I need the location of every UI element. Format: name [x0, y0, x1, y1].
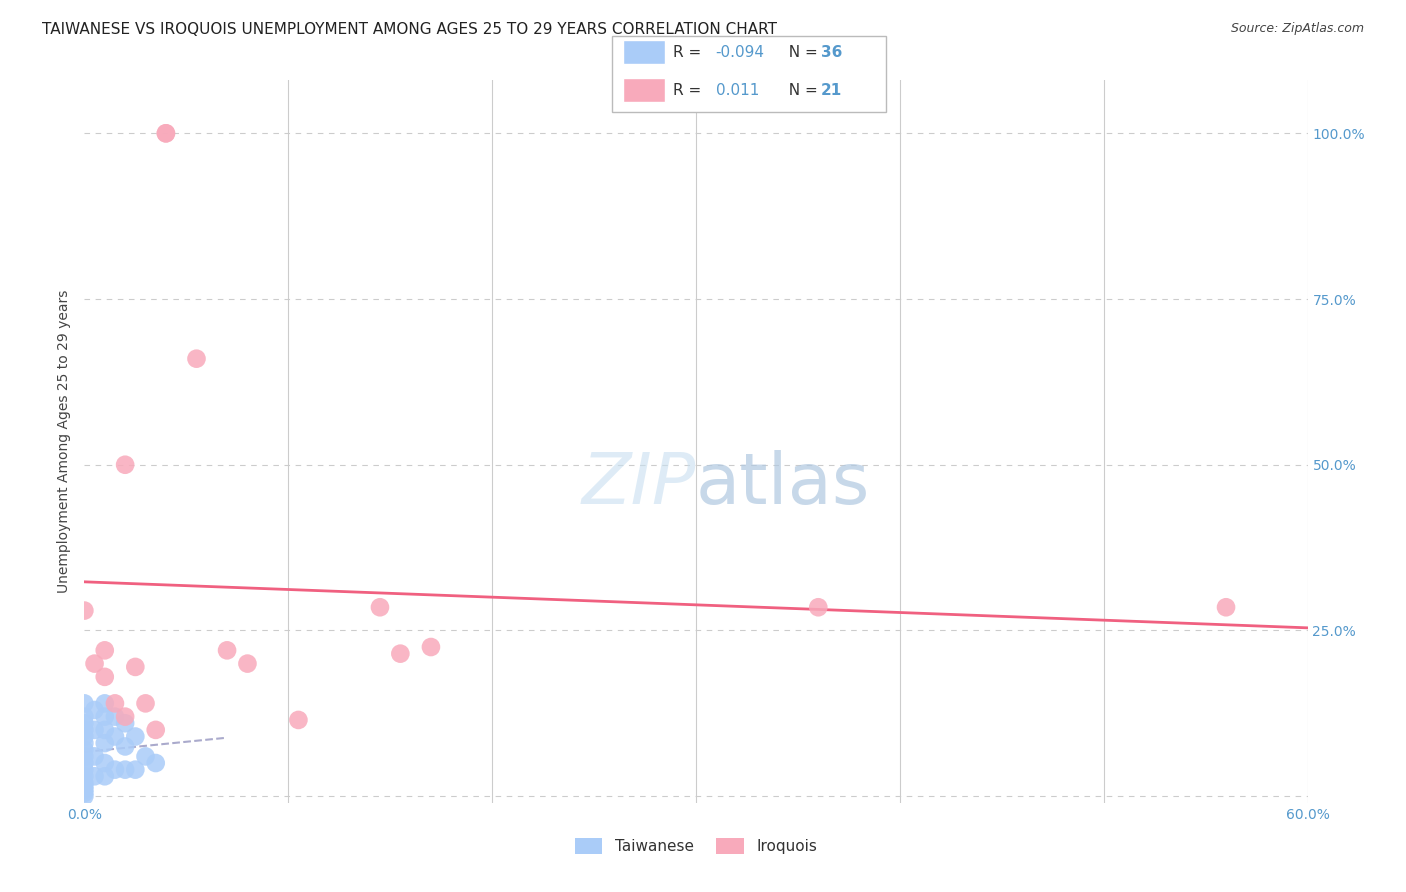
Point [104, 763, 127, 777]
Point [368, 600, 391, 615]
Point [104, 709, 127, 723]
Point [73, 786, 96, 800]
Point [217, 643, 239, 657]
Point [73, 779, 96, 793]
Point [114, 716, 136, 731]
Point [1215, 600, 1237, 615]
Point [287, 713, 309, 727]
Text: 21: 21 [821, 83, 842, 98]
Point [83, 657, 105, 671]
Text: 0.011: 0.011 [716, 83, 759, 98]
Point [73, 603, 96, 617]
Point [83, 703, 105, 717]
Point [104, 697, 127, 711]
Text: atlas: atlas [696, 450, 870, 519]
Text: -0.094: -0.094 [716, 45, 765, 60]
Point [145, 723, 167, 737]
Point [73, 730, 96, 744]
Point [114, 709, 136, 723]
Point [73, 782, 96, 797]
Point [93, 769, 115, 783]
Text: R =: R = [673, 83, 707, 98]
Point [73, 769, 96, 783]
Point [155, 126, 177, 140]
Point [186, 351, 208, 366]
Point [73, 756, 96, 770]
Point [83, 723, 105, 737]
Point [114, 763, 136, 777]
Point [114, 458, 136, 472]
Point [73, 743, 96, 757]
Point [73, 776, 96, 790]
Point [73, 749, 96, 764]
Point [135, 697, 157, 711]
Point [420, 640, 443, 654]
Point [93, 709, 115, 723]
Point [155, 126, 177, 140]
Point [93, 736, 115, 750]
Point [73, 709, 96, 723]
Text: N =: N = [779, 45, 823, 60]
Point [145, 756, 167, 770]
Text: TAIWANESE VS IROQUOIS UNEMPLOYMENT AMONG AGES 25 TO 29 YEARS CORRELATION CHART: TAIWANESE VS IROQUOIS UNEMPLOYMENT AMONG… [42, 22, 778, 37]
Point [73, 716, 96, 731]
Point [389, 647, 412, 661]
Text: ZIP: ZIP [582, 450, 696, 519]
Point [83, 769, 105, 783]
Point [124, 730, 146, 744]
Point [73, 697, 96, 711]
Legend: Taiwanese, Iroquois: Taiwanese, Iroquois [569, 832, 823, 860]
Point [135, 749, 157, 764]
Point [73, 723, 96, 737]
Point [73, 763, 96, 777]
Y-axis label: Unemployment Among Ages 25 to 29 years: Unemployment Among Ages 25 to 29 years [58, 290, 72, 593]
Point [93, 723, 115, 737]
Point [104, 730, 127, 744]
Point [807, 600, 830, 615]
Point [73, 736, 96, 750]
Text: 36: 36 [821, 45, 842, 60]
Text: R =: R = [673, 45, 707, 60]
Point [93, 697, 115, 711]
Point [83, 749, 105, 764]
Point [124, 660, 146, 674]
Text: Source: ZipAtlas.com: Source: ZipAtlas.com [1230, 22, 1364, 36]
Point [93, 670, 115, 684]
Point [114, 739, 136, 754]
Point [73, 789, 96, 804]
Point [93, 756, 115, 770]
Point [236, 657, 259, 671]
Text: N =: N = [779, 83, 823, 98]
Point [93, 643, 115, 657]
Point [124, 763, 146, 777]
